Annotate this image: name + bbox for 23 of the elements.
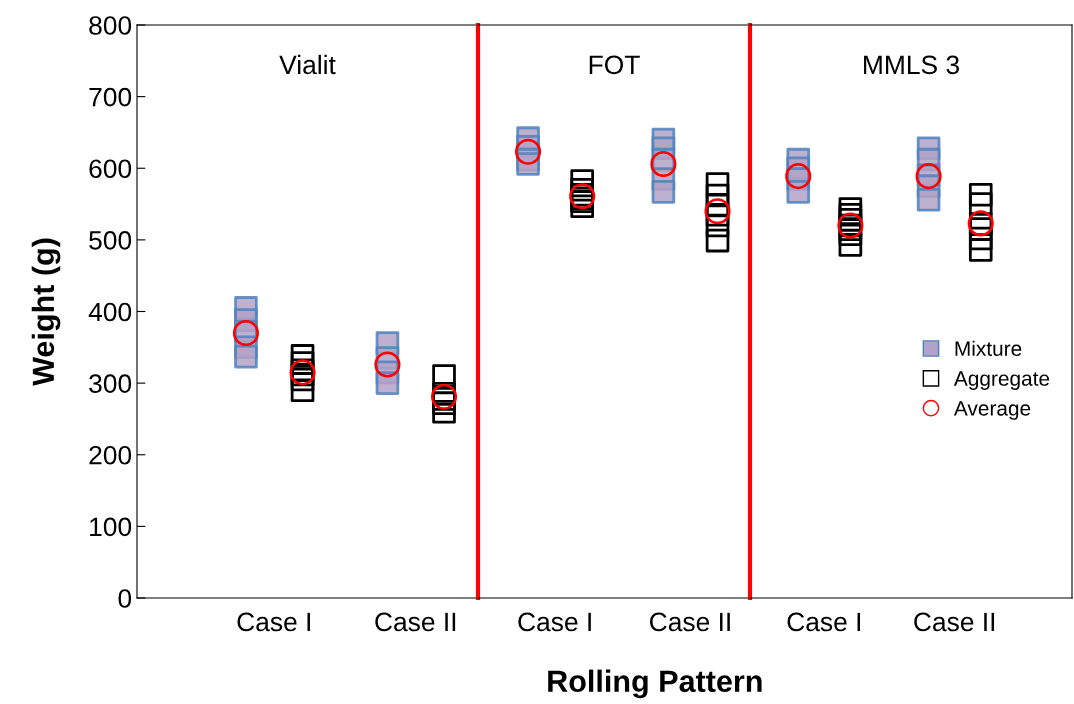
y-tick-label: 0 bbox=[118, 589, 132, 608]
text: FOT bbox=[589, 55, 640, 75]
text: Vialit bbox=[279, 54, 336, 75]
x-tick-label: Case II bbox=[914, 612, 995, 632]
y-tick-label: 800 bbox=[89, 16, 132, 35]
y-tick-label: 600 bbox=[89, 159, 132, 179]
x-axis-title: Rolling Pattern bbox=[548, 669, 762, 699]
x-tick-label: Case I bbox=[787, 612, 861, 632]
y-tick-label: 400 bbox=[88, 302, 132, 322]
y-tick-label: 700 bbox=[89, 87, 132, 107]
legend-label: Mixture bbox=[955, 340, 1022, 357]
x-tick-label: Case I bbox=[518, 612, 591, 632]
legend-label: Average bbox=[953, 401, 1031, 420]
y-tick-label: 300 bbox=[89, 374, 132, 393]
text: MMLS 3 bbox=[864, 55, 959, 75]
y-tick-label: 500 bbox=[89, 231, 132, 250]
y-tick-label: 200 bbox=[89, 445, 132, 465]
x-tick-label: Case I bbox=[237, 612, 310, 632]
x-tick-label: Case II bbox=[650, 612, 730, 632]
y-tick-label: 100 bbox=[90, 517, 132, 537]
x-tick-label: Case II bbox=[375, 612, 456, 632]
y-axis-title: Weight (g) bbox=[31, 238, 61, 386]
legend-label: Aggregate bbox=[953, 371, 1050, 390]
